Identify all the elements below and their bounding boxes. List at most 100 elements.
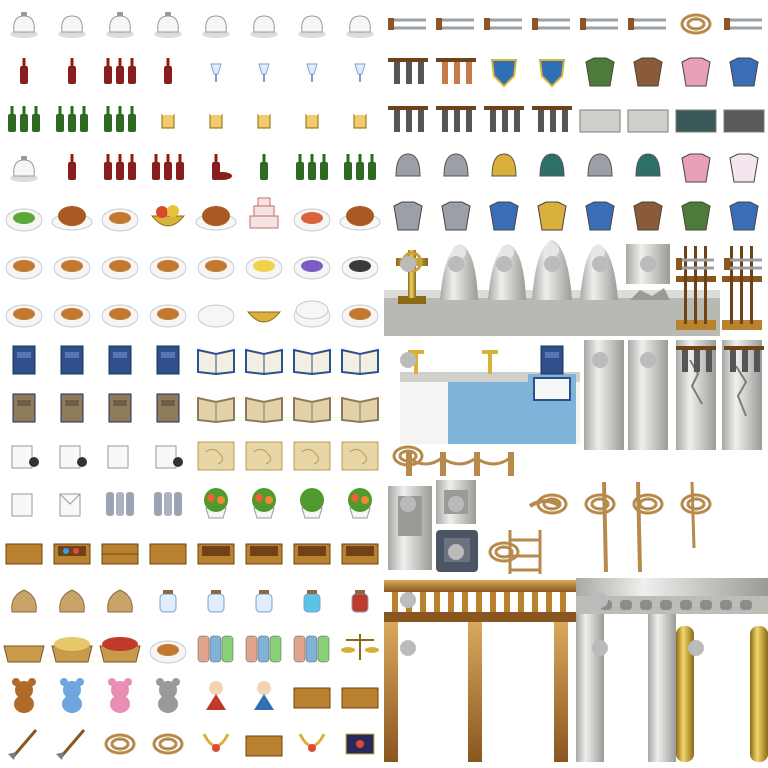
green-bottle-icon — [260, 154, 268, 180]
stone-balustrade-icon — [592, 592, 608, 608]
wine-bottle-glass-icon — [164, 58, 172, 84]
tunic-green-icon — [681, 201, 711, 231]
spear-rack-icon — [676, 246, 716, 330]
letters-icon — [107, 445, 129, 469]
grain-basket-icon — [51, 637, 93, 663]
omelette-icon — [245, 256, 283, 280]
rope-fence-icon — [392, 445, 424, 467]
teddy-bear-blue-icon — [60, 678, 84, 713]
gold-necklace-icon — [298, 733, 326, 752]
stone-plinth-icon — [388, 486, 432, 570]
beer-bottles-icon — [8, 106, 40, 132]
gold-cross-statue-icon — [400, 256, 416, 272]
tunic-brown-icon — [633, 57, 663, 87]
dress-blue-icon — [729, 201, 759, 231]
wooden-box-icon — [5, 543, 43, 565]
rope-ladder-icon — [508, 530, 542, 574]
altar — [400, 350, 580, 444]
swords-icon — [436, 18, 474, 30]
glass-icon — [210, 63, 222, 82]
letter-inkwell-icon — [11, 445, 39, 469]
hanging-rope-icon — [690, 481, 696, 549]
potion-flask-icon — [303, 590, 321, 613]
stone-slab-icon — [579, 109, 621, 133]
whip-icon — [152, 733, 184, 755]
dinner-set-icon — [5, 256, 43, 280]
jars-icon — [207, 590, 225, 613]
flower-pot-icon — [348, 488, 372, 519]
wine-bottle-glass-icon — [20, 58, 28, 84]
wedding-cake-icon — [249, 197, 279, 229]
apple-basket-icon — [99, 637, 141, 663]
stone-plinth-icon — [448, 496, 464, 512]
teacup-icon — [346, 15, 374, 38]
armor-blue-icon — [489, 201, 519, 231]
roast-fish-icon — [339, 206, 381, 231]
roast-chicken-icon — [51, 206, 93, 231]
tunic-blue-icon — [585, 201, 615, 231]
beer-mug-icon — [257, 111, 271, 129]
flower-pot-icon — [252, 488, 276, 519]
glass-icon — [258, 63, 270, 82]
scales-icon — [341, 634, 379, 660]
dress-blue-icon — [729, 57, 759, 87]
round-shield-icon — [538, 59, 566, 88]
glass-icon — [354, 63, 366, 82]
cloth-bolts-icon — [245, 635, 282, 663]
dress-pink-icon — [681, 153, 711, 183]
weapon-rack-icon — [388, 106, 428, 132]
rope-knot-icon — [536, 493, 568, 515]
teacup-icon — [250, 15, 278, 38]
daggers-icon — [724, 18, 762, 30]
letters-icon — [11, 493, 33, 517]
wooden-pillars-icon — [400, 640, 416, 656]
golden-bowl-icon — [246, 311, 282, 323]
letter-inkwell-icon — [155, 445, 183, 469]
stone-monitor-icon — [675, 109, 717, 133]
gold-pillar-icon — [676, 626, 768, 762]
green-bottles-icon — [344, 154, 376, 180]
crossed-axes-icon — [532, 18, 570, 30]
jewel-box-icon — [53, 543, 91, 565]
pizza-icon — [293, 208, 331, 232]
stone-balustrade-icon — [576, 578, 768, 762]
stone-plinths — [388, 480, 478, 572]
blue-book-open-icon — [341, 348, 379, 376]
scroll-bundle-icon — [154, 492, 182, 516]
armor-gold-icon — [537, 201, 567, 231]
dinner-set-icon — [149, 256, 187, 280]
rope-knot-icon — [584, 493, 616, 515]
bread-plate-icon — [53, 304, 91, 328]
drawer-box-icon — [101, 543, 139, 565]
blue-book-icon — [60, 345, 84, 375]
spear-rack-icon — [724, 258, 762, 270]
treasure-map-icon — [293, 441, 331, 471]
straw-hat-icon — [587, 153, 613, 177]
shield-icon — [490, 59, 518, 88]
pie-icon — [197, 256, 235, 280]
sacks-icon — [59, 589, 85, 613]
old-book-icon — [156, 393, 180, 423]
teapot-cup-icon — [106, 12, 134, 38]
rope-knot-icon — [632, 493, 664, 515]
hood-icon — [539, 153, 565, 177]
blue-book-icon — [156, 345, 180, 375]
doll-blue-icon — [254, 681, 274, 710]
red-boxes-icon — [245, 735, 283, 757]
beer-mug-icon — [209, 111, 223, 129]
doll-red-icon — [206, 681, 226, 710]
wooden-balustrade-icon — [400, 592, 416, 608]
altar-candles-icon — [400, 352, 416, 368]
plates-icon — [341, 304, 379, 328]
dress-pink-icon — [681, 57, 711, 87]
plate-stack-icon — [293, 300, 331, 328]
teacup-icon — [298, 15, 326, 38]
spears-icon — [628, 18, 666, 30]
rope-knot-icon — [602, 481, 608, 573]
teddy-bear-brown-icon — [12, 678, 36, 713]
wine-bottle-glass-icon — [68, 58, 76, 84]
old-book-icon — [12, 393, 36, 423]
blue-book-icon — [12, 345, 36, 375]
salad-plate-icon — [5, 208, 43, 232]
